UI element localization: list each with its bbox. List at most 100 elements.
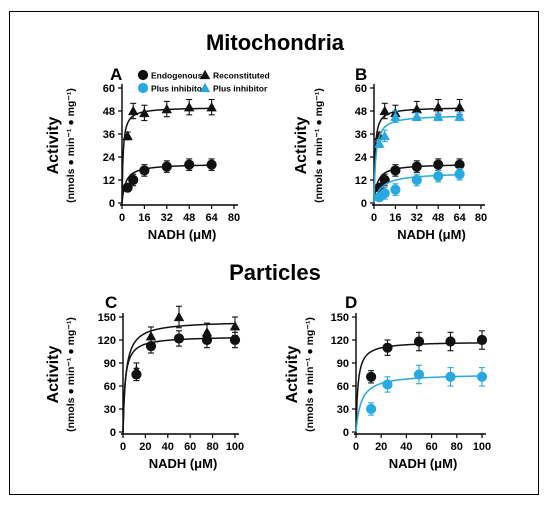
data-point <box>229 334 241 346</box>
data-point <box>411 161 422 172</box>
y-tick-label: 0 <box>110 427 116 439</box>
y-tick-label: 12 <box>355 175 367 187</box>
legend-marker <box>137 82 149 94</box>
legend-label: Plus inhibitor <box>151 84 206 94</box>
y-axis-label: Activity <box>284 346 301 404</box>
x-axis-label: NADH (μM) <box>389 456 458 471</box>
data-point <box>390 111 401 121</box>
data-point <box>454 101 465 112</box>
legend-label: Plus inhibitor <box>213 84 268 94</box>
y-tick-label: 24 <box>103 152 116 164</box>
y-tick-label: 36 <box>355 129 367 141</box>
data-point <box>379 130 390 141</box>
data-point <box>445 371 456 382</box>
x-tick-label: 0 <box>119 212 125 224</box>
y-tick-label: 30 <box>337 404 349 416</box>
data-point <box>476 334 488 346</box>
data-point <box>433 171 444 182</box>
x-axis-label: NADH (μM) <box>397 227 466 242</box>
data-point <box>131 365 142 375</box>
data-point <box>206 159 217 170</box>
data-point <box>139 165 150 176</box>
data-point <box>454 111 465 121</box>
y-axis-unit-label: (nmols ● min⁻¹ ● mg⁻¹) <box>313 88 325 203</box>
x-tick-label: 0 <box>371 212 377 224</box>
y-tick-label: 60 <box>103 83 115 95</box>
x-tick-label: 80 <box>228 212 240 224</box>
x-tick-label: 32 <box>411 212 423 224</box>
y-tick-label: 0 <box>109 198 115 210</box>
x-tick-label: 80 <box>475 212 487 224</box>
x-tick-label: 60 <box>425 441 437 453</box>
panel-a: A 0 12 24 36 48 60 0 16 32 48 64 80 NADH (μM) Activity… <box>45 65 270 242</box>
x-tick-label: 16 <box>389 212 401 224</box>
legend: Endogenous Plus inhibitor Reconstituted Plu… <box>137 69 270 94</box>
data-point <box>122 130 133 141</box>
x-tick-label: 100 <box>226 441 244 453</box>
data-point <box>366 403 377 415</box>
data-point <box>476 371 488 382</box>
panel-label-b: B <box>355 65 367 84</box>
y-tick-label: 60 <box>337 381 349 393</box>
data-point <box>411 111 422 121</box>
data-point <box>413 369 425 380</box>
data-point <box>201 327 213 337</box>
y-tick-label: 150 <box>331 312 349 324</box>
y-tick-label: 48 <box>103 106 115 118</box>
fit-curve <box>355 342 483 433</box>
y-tick-label: 90 <box>104 358 116 370</box>
data-point <box>379 188 390 199</box>
data-point <box>454 169 465 180</box>
data-point <box>433 159 444 170</box>
x-tick-label: 20 <box>375 441 387 453</box>
data-point <box>184 101 195 112</box>
data-point <box>184 159 195 170</box>
legend-marker <box>137 69 149 81</box>
y-axis-unit-label: (nmols ● min⁻¹ ● mg⁻¹) <box>65 317 77 432</box>
panel-d: D 0 30 60 90 120 150 0 20 40 60 80 100 NADH (μM) Activ… <box>284 293 491 471</box>
fit-curve <box>121 107 212 204</box>
y-tick-label: 60 <box>355 83 367 95</box>
x-tick-label: 0 <box>120 441 126 453</box>
fit-curve <box>355 375 483 433</box>
x-tick-label: 20 <box>139 441 151 453</box>
series-1 <box>122 330 241 433</box>
x-axis-label: NADH (μM) <box>149 456 218 471</box>
series-2 <box>355 364 488 433</box>
panel-label-a: A <box>110 65 122 84</box>
data-point <box>390 184 401 195</box>
panel-label-c: C <box>105 293 117 312</box>
y-axis-label: Activity <box>45 117 62 175</box>
series-2 <box>121 98 217 204</box>
data-point <box>411 103 422 114</box>
data-point <box>139 107 150 118</box>
y-axis-label: Activity <box>45 346 62 404</box>
data-point <box>379 105 390 116</box>
data-point <box>413 336 425 347</box>
y-tick-label: 150 <box>98 312 116 324</box>
y-tick-label: 24 <box>355 152 368 164</box>
y-tick-label: 48 <box>355 106 367 118</box>
data-point <box>173 333 185 344</box>
data-point <box>411 174 422 186</box>
x-tick-label: 100 <box>473 441 491 453</box>
y-tick-label: 120 <box>331 335 349 347</box>
series-1 <box>121 158 217 204</box>
data-point <box>433 101 444 112</box>
x-tick-label: 32 <box>161 212 173 224</box>
series-1 <box>355 330 488 433</box>
series-2 <box>122 305 241 433</box>
y-tick-label: 30 <box>104 404 116 416</box>
y-tick-label: 0 <box>361 198 367 210</box>
legend-marker <box>199 82 211 93</box>
data-point <box>173 311 185 322</box>
fit-curve <box>122 337 236 433</box>
data-point <box>128 105 139 116</box>
y-tick-label: 60 <box>104 381 116 393</box>
x-tick-label: 16 <box>138 212 150 224</box>
x-tick-label: 40 <box>400 441 412 453</box>
data-point <box>374 138 385 148</box>
y-tick-label: 0 <box>343 427 349 439</box>
